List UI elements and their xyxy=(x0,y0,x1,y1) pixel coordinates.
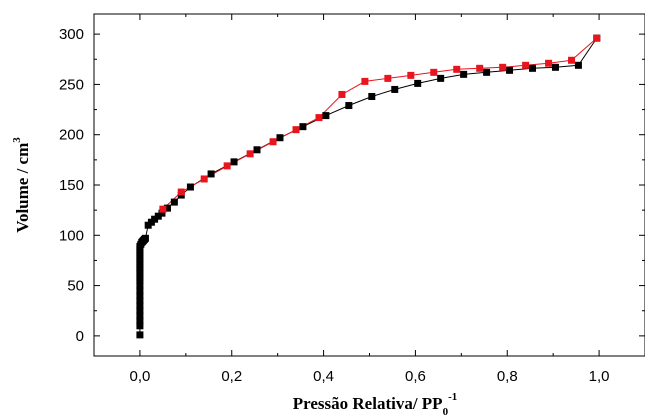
series-2-point xyxy=(545,59,553,67)
series-2-point xyxy=(246,150,254,158)
series-1-point xyxy=(437,74,445,82)
x-tick-label: 0,8 xyxy=(497,368,518,385)
series-2-point xyxy=(223,162,231,170)
series-1-point xyxy=(141,234,149,242)
series-1-point xyxy=(136,282,144,290)
series-1-point xyxy=(414,79,422,87)
y-tick-label: 300 xyxy=(59,26,84,43)
series-1-point xyxy=(136,287,144,295)
series-2-point xyxy=(315,114,323,122)
series-1-point xyxy=(322,112,330,120)
series-1-point xyxy=(551,63,559,71)
series-1-point xyxy=(136,312,144,320)
series-1-point xyxy=(136,307,144,315)
series-2-point xyxy=(159,205,167,213)
series-1-point xyxy=(207,170,215,178)
y-axis-title-superscript: 3 xyxy=(11,137,23,143)
x-tick-labels: 0,0 0,2 0,4 0,6 0,8 1,0 xyxy=(129,368,609,385)
y-tick-label: 100 xyxy=(59,227,84,244)
series-1-point xyxy=(163,204,171,212)
series-1-point xyxy=(368,92,376,100)
series-2-point xyxy=(361,77,369,85)
y-tick-label: 150 xyxy=(59,177,84,194)
x-axis-title: Pressão Relativa/ PP0 -1 xyxy=(293,391,458,416)
y-tick-label: 250 xyxy=(59,76,84,93)
series-1-point xyxy=(460,70,468,78)
plot-frame xyxy=(93,13,645,357)
x-axis-title-main: Pressão Relativa/ PP xyxy=(293,394,443,413)
series-1-point xyxy=(506,66,514,74)
series-markers xyxy=(136,34,601,339)
x-tick-label: 0,0 xyxy=(129,368,150,385)
series-2-point xyxy=(200,175,208,183)
series-1-point xyxy=(170,198,178,206)
y-tick-labels: 0 50 100 150 200 250 300 xyxy=(59,26,84,345)
series-2-point xyxy=(269,138,277,146)
series-1-point xyxy=(253,146,261,154)
series-1-point xyxy=(136,317,144,325)
series-1-point xyxy=(483,68,491,76)
series-2-point xyxy=(499,63,507,71)
series-2-point xyxy=(522,61,530,69)
series-2-point xyxy=(568,56,576,64)
series-1-point xyxy=(158,209,166,217)
series-1-point xyxy=(136,322,144,330)
series-1-point xyxy=(154,212,162,220)
series-1-point xyxy=(136,302,144,310)
series-2-point xyxy=(453,65,461,73)
series-2-point xyxy=(177,188,185,196)
series-2-point xyxy=(593,34,601,42)
y-tick-label: 0 xyxy=(76,328,84,345)
series-1-point xyxy=(136,274,144,282)
series-1-point xyxy=(136,297,144,305)
series-1-point xyxy=(391,85,399,93)
series-1-point xyxy=(299,123,307,131)
series-1-point xyxy=(151,215,159,223)
series-1-point xyxy=(230,158,238,166)
series-1-point xyxy=(136,331,144,339)
series-1-point xyxy=(574,61,582,69)
series-2-point xyxy=(338,90,346,98)
x-axis-title-subscript: 0 xyxy=(443,406,449,416)
series-2-point xyxy=(476,64,484,72)
y-axis-title: Volume / cm3 xyxy=(11,137,32,233)
x-tick-label: 0,6 xyxy=(405,368,426,385)
series-1-point xyxy=(186,183,194,191)
series-2-point xyxy=(407,71,415,79)
series-2-point xyxy=(292,126,300,134)
y-tick-label: 50 xyxy=(67,278,84,295)
y-tick-label: 200 xyxy=(59,127,84,144)
y-axis-title-main: Volume / cm xyxy=(13,143,32,233)
series-1-point xyxy=(345,102,353,110)
series-2-line xyxy=(162,37,598,210)
series-2-point xyxy=(384,74,392,82)
series-1-point xyxy=(529,64,537,72)
series-2-point xyxy=(430,68,438,76)
x-axis-title-superscript: -1 xyxy=(448,391,457,403)
x-tick-label: 1,0 xyxy=(589,368,610,385)
x-tick-label: 0,4 xyxy=(313,368,334,385)
series-1-point xyxy=(136,292,144,300)
x-tick-label: 0,2 xyxy=(221,368,242,385)
series-1-point xyxy=(276,134,284,142)
axis-ticks xyxy=(93,14,645,356)
